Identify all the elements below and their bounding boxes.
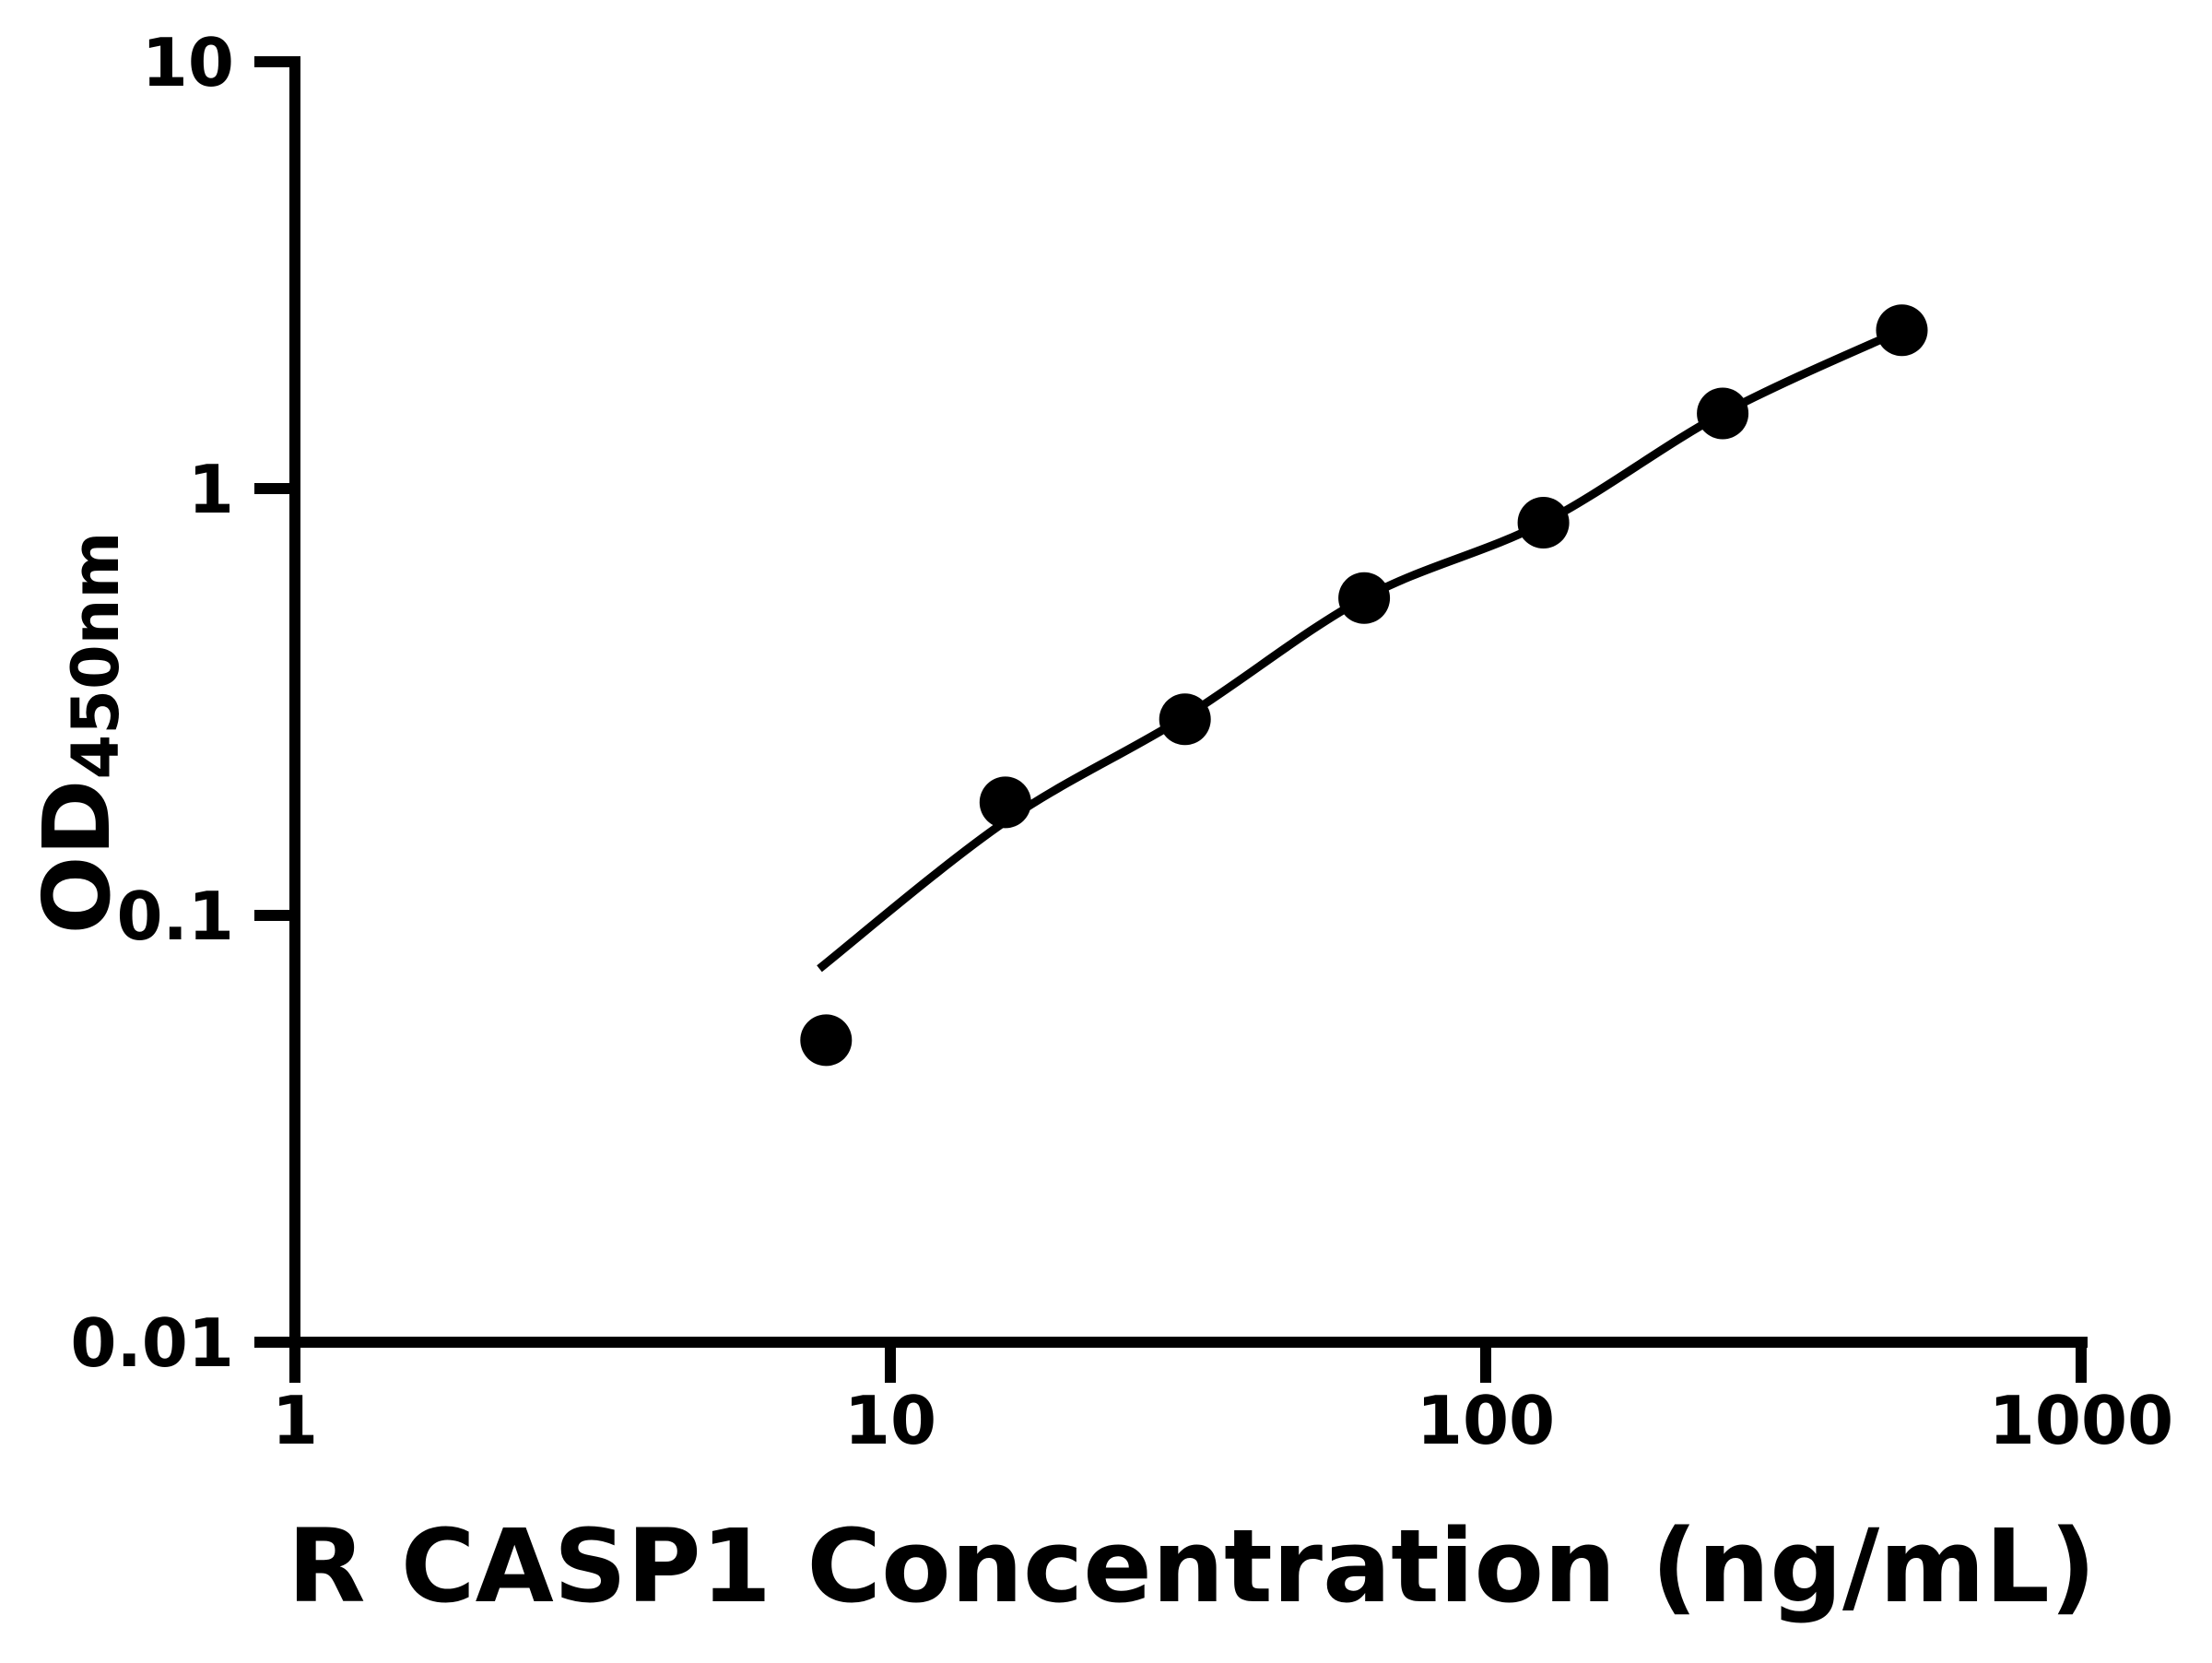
data-point-marker	[979, 776, 1031, 829]
data-point-marker	[1876, 304, 1928, 357]
data-point-marker	[1159, 693, 1211, 746]
y-tick-label: 0.01	[70, 1304, 234, 1382]
x-tick-label: 1000	[1989, 1382, 2173, 1459]
data-point-marker	[1338, 572, 1391, 624]
data-point-marker	[1697, 387, 1749, 440]
data-point-marker	[800, 1014, 853, 1067]
y-axis-title: OD450nm	[23, 532, 134, 935]
y-tick-label: 1	[188, 451, 234, 528]
data-point-marker	[1517, 497, 1570, 548]
x-tick-label: 1	[272, 1382, 318, 1459]
x-tick-label: 10	[844, 1382, 936, 1459]
y-tick-label: 0.1	[116, 878, 234, 955]
y-tick-label: 10	[142, 24, 234, 101]
x-tick-label: 100	[1417, 1382, 1555, 1459]
y-axis-title-subscript: 450nm	[58, 532, 134, 780]
y-axis-title-main: OD	[23, 779, 131, 934]
x-axis-title: R CASP1 Concentration (ng/mL)	[288, 1507, 2096, 1625]
